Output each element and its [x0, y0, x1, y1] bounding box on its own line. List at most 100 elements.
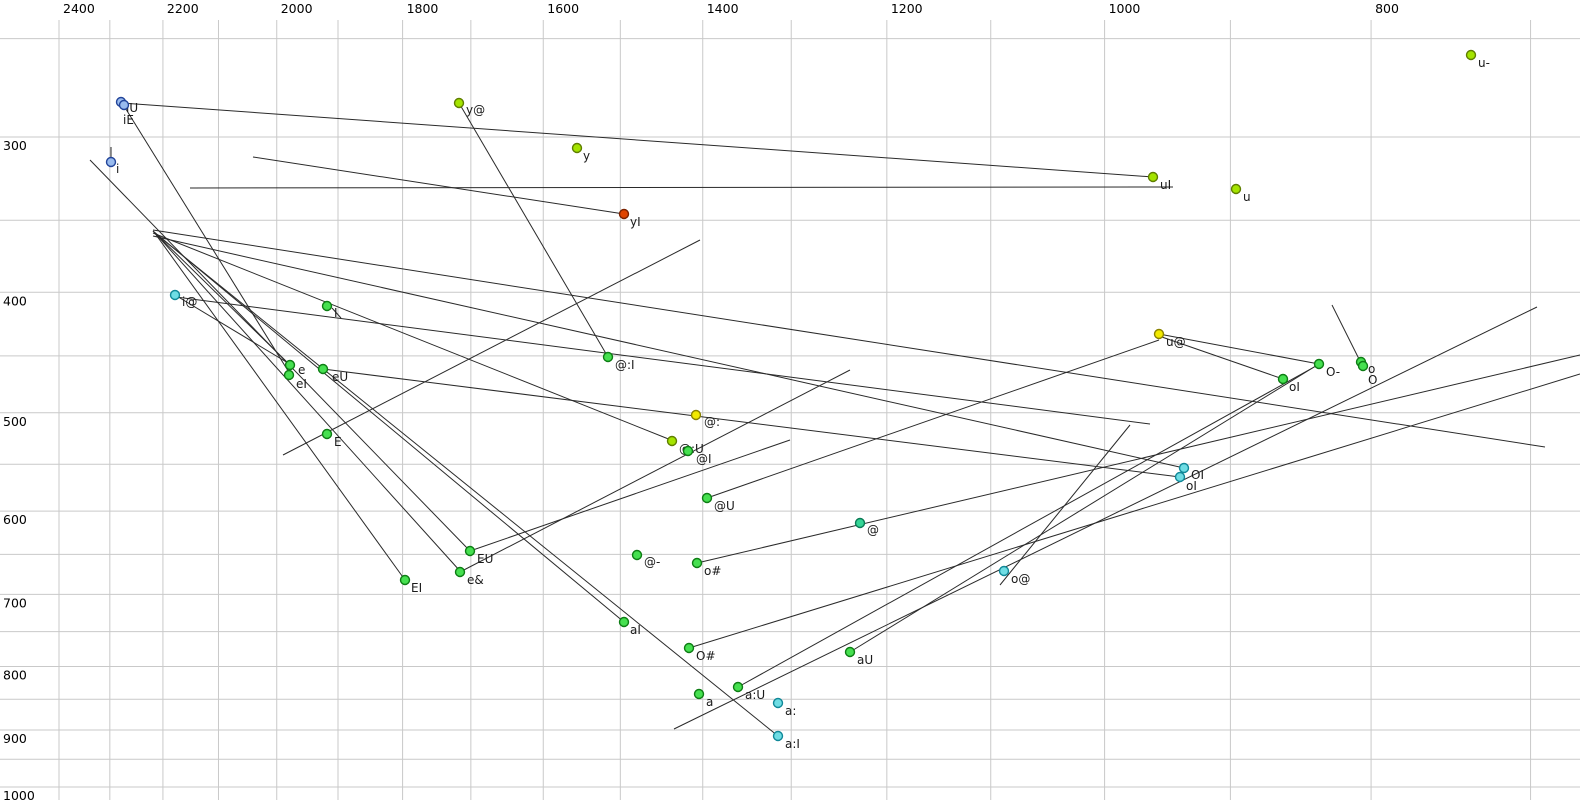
x-tick-label: 1000	[1109, 1, 1141, 16]
trajectory-line	[458, 102, 609, 358]
vowel-data-point-a:I[interactable]	[772, 730, 784, 742]
vowel-data-point-iE[interactable]	[118, 99, 130, 111]
vowel-data-point-E[interactable]	[321, 428, 333, 440]
vowel-point-label: oI	[1186, 479, 1197, 493]
vowel-point-label: @I	[696, 452, 712, 466]
vowel-data-point-OI[interactable]	[1178, 462, 1190, 474]
vowel-data-point-i[interactable]	[105, 156, 117, 168]
vowel-point-label: oI	[1289, 380, 1300, 394]
trajectory-line	[252, 156, 625, 215]
vowel-point-label: o#	[704, 564, 721, 578]
vowel-data-point-o#[interactable]	[691, 557, 703, 569]
x-axis-tick-labels: 2400 2200 2000 1800 1600 1400 1200 1000 800	[63, 1, 1399, 16]
vowel-data-point-EU[interactable]	[464, 545, 476, 557]
vowel-point-label: e	[298, 363, 305, 377]
vowel-data-point-O#[interactable]	[683, 642, 695, 654]
vowel-point-label: u	[1243, 190, 1251, 204]
trajectory-line	[1158, 333, 1320, 365]
vowel-point-label: o@	[1011, 572, 1030, 586]
x-tick-label: 2200	[167, 1, 199, 16]
vowel-data-point-@I[interactable]	[682, 445, 694, 457]
vowel-data-point-e[interactable]	[284, 359, 296, 371]
y-tick-label: 400	[3, 293, 27, 308]
vowel-data-point-u-[interactable]	[1465, 49, 1477, 61]
trajectory-line	[459, 369, 851, 573]
trajectory-lines	[89, 102, 1580, 737]
trajectory-line	[152, 229, 1546, 448]
trajectory-line	[673, 306, 1538, 730]
vowel-data-point-@:U[interactable]	[666, 435, 678, 447]
trajectory-line	[152, 230, 291, 366]
vowel-data-point-a[interactable]	[693, 688, 705, 700]
trajectory-line	[155, 233, 779, 737]
vowel-data-point-o@[interactable]	[998, 565, 1010, 577]
vowel-point-label: aI	[630, 623, 641, 637]
vowel-data-point-a:[interactable]	[772, 697, 784, 709]
x-tick-label: 1800	[407, 1, 439, 16]
vowel-point-label: @:I	[615, 358, 635, 372]
vowel-data-point-a:U[interactable]	[732, 681, 744, 693]
vowel-data-point-@U[interactable]	[701, 492, 713, 504]
y-axis-tick-labels: 300 400 500 600 700 800 900 1000	[3, 138, 35, 800]
y-tick-label: 700	[3, 595, 27, 610]
vowel-data-point-i@[interactable]	[169, 289, 181, 301]
vowel-point-label: O	[1368, 373, 1377, 387]
vowel-point-label: e&	[467, 573, 484, 587]
x-tick-label: 1600	[547, 1, 579, 16]
vowel-data-point-u[interactable]	[1230, 183, 1242, 195]
trajectory-line	[322, 368, 1181, 478]
vowel-point-label: o	[1368, 362, 1375, 376]
vowel-data-point-y[interactable]	[571, 142, 583, 154]
vowel-data-point-e&[interactable]	[454, 566, 466, 578]
vowel-data-point-O[interactable]	[1357, 360, 1369, 372]
vowel-data-point-oI[interactable]	[1277, 373, 1289, 385]
vowel-point-label: a:U	[745, 688, 765, 702]
vowel-data-point-@:[interactable]	[690, 409, 702, 421]
vowel-data-point-uI[interactable]	[1147, 171, 1159, 183]
vowel-data-point-y@[interactable]	[453, 97, 465, 109]
x-tick-label: 2000	[281, 1, 313, 16]
trajectory-line	[469, 439, 791, 552]
vowel-data-point-@:I[interactable]	[602, 351, 614, 363]
trajectory-line	[331, 307, 342, 319]
vowel-data-point-eU[interactable]	[317, 363, 329, 375]
vowel-data-point-yI[interactable]	[618, 208, 630, 220]
vowel-data-point-aU[interactable]	[844, 646, 856, 658]
vowel-point-label: O#	[696, 649, 716, 663]
trajectory-line	[154, 232, 461, 572]
vowel-point-label: EI	[411, 581, 422, 595]
vowel-point-label: a:I	[785, 737, 800, 751]
trajectory-line	[688, 373, 1580, 649]
x-tick-label: 800	[1375, 1, 1399, 16]
vowel-data-point-EI[interactable]	[399, 574, 411, 586]
vowel-data-point-I[interactable]	[321, 300, 333, 312]
trajectory-line	[282, 239, 701, 456]
y-tick-label: 800	[3, 667, 27, 682]
vowel-point-label: E	[334, 435, 342, 449]
trajectory-line	[123, 105, 291, 375]
vowel-data-point-aI[interactable]	[618, 616, 630, 628]
vowel-point-label: @-	[644, 555, 660, 569]
vowel-data-point-@[interactable]	[854, 517, 866, 529]
x-tick-label: 2400	[63, 1, 95, 16]
trajectory-line	[152, 230, 625, 623]
vowel-point-label: OI	[1191, 468, 1204, 482]
vowel-data-point-oI[interactable]	[1174, 471, 1186, 483]
vowel-point-label: a	[706, 695, 713, 709]
vowel-point-label: u@	[1166, 335, 1186, 349]
trajectory-line	[1331, 304, 1362, 364]
vowel-point-label: uI	[1160, 178, 1171, 192]
vowel-point-label: @U	[714, 499, 735, 513]
vowel-data-point-@-[interactable]	[631, 549, 643, 561]
vowel-point-label: eU	[332, 370, 348, 384]
vowel-data-point-eI[interactable]	[283, 369, 295, 381]
y-tick-label: 900	[3, 731, 27, 746]
trajectory-line	[152, 232, 672, 441]
y-tick-label: 600	[3, 512, 27, 527]
vowel-point-label: yI	[630, 215, 641, 229]
vowel-point-label: @:	[704, 415, 720, 429]
vowel-data-point-O-[interactable]	[1313, 358, 1325, 370]
vowel-point-label: I	[334, 306, 338, 320]
vowel-data-point-u@[interactable]	[1153, 328, 1165, 340]
